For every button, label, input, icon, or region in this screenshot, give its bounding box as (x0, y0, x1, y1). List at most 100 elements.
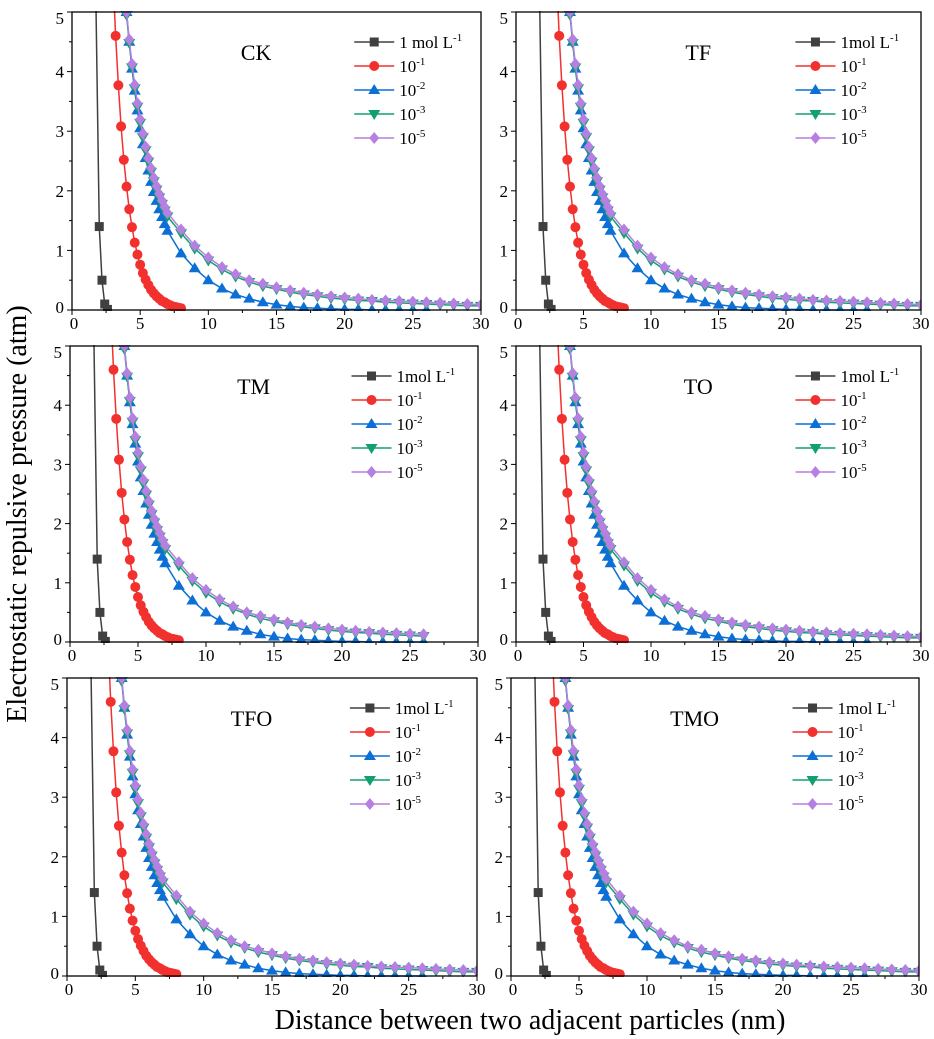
y-tick-label: 0 (56, 298, 65, 317)
data-point (574, 779, 584, 792)
data-point (113, 454, 124, 465)
data-point (444, 963, 455, 976)
plot-frame (71, 11, 482, 311)
data-point (122, 888, 133, 899)
legend-label: 1mol L-1 (840, 366, 899, 386)
data-point (794, 635, 805, 643)
data-point (808, 625, 818, 638)
data-point (133, 793, 144, 806)
data-point (215, 282, 228, 293)
data-point (185, 905, 195, 918)
x-tick-label: 20 (336, 314, 353, 333)
data-point (886, 963, 897, 976)
data-point (138, 818, 149, 831)
data-point (685, 292, 698, 303)
data-point (767, 634, 778, 643)
data-point (575, 581, 586, 592)
data-point (124, 204, 135, 215)
y-tick-label: 3 (54, 455, 63, 474)
data-point (567, 536, 578, 547)
data-point (240, 624, 253, 635)
data-point (173, 556, 184, 569)
data-point (198, 917, 209, 930)
legend-marker (809, 444, 822, 454)
y-tick-label: 3 (500, 455, 509, 474)
data-point (778, 969, 788, 977)
data-point (390, 961, 400, 974)
data-point (668, 954, 681, 965)
series-line (569, 348, 921, 639)
plot-frame (515, 11, 922, 311)
data-point (349, 958, 359, 971)
data-point (351, 635, 361, 643)
data-point (173, 635, 184, 643)
legend-label: 10-1 (840, 390, 866, 410)
data-point (130, 430, 141, 443)
data-point (563, 870, 574, 881)
data-point (574, 925, 584, 936)
series-line (123, 348, 424, 637)
series-line (564, 680, 919, 973)
x-tick-label: 25 (404, 314, 421, 333)
series-line (125, 11, 427, 311)
x-tick-label: 20 (332, 980, 349, 999)
x-tick-label: 0 (514, 314, 523, 333)
data-point (582, 818, 593, 831)
data-point (132, 249, 143, 260)
y-tick-label: 4 (500, 396, 509, 415)
data-point (778, 957, 788, 970)
y-tick-label: 0 (500, 298, 509, 317)
data-point (337, 623, 347, 636)
data-point (659, 261, 670, 274)
data-point (536, 941, 546, 951)
data-point (570, 554, 581, 565)
data-point (753, 302, 765, 311)
data-point (655, 927, 666, 940)
data-point (631, 594, 644, 605)
data-point (216, 261, 227, 274)
legend-marker (367, 371, 377, 381)
data-point (554, 364, 565, 375)
data-point (201, 583, 211, 596)
data-point (583, 473, 594, 486)
data-point (138, 473, 149, 486)
legend-label: 10-3 (838, 770, 865, 790)
data-point (642, 917, 652, 930)
legend-marker (809, 84, 822, 94)
legend-label: 10-2 (397, 414, 423, 434)
data-point (631, 262, 644, 273)
data-point (188, 262, 201, 273)
legend-marker (810, 132, 821, 144)
data-point (902, 298, 913, 311)
y-tick-label: 3 (51, 788, 60, 807)
data-point (335, 969, 345, 977)
x-tick-label: 10 (195, 980, 212, 999)
legend-marker (366, 395, 377, 405)
data-point (710, 947, 720, 960)
legend-label: 10-3 (840, 438, 867, 458)
data-point (284, 300, 297, 311)
data-point (203, 251, 214, 264)
y-tick-label: 1 (54, 574, 63, 593)
data-point (171, 889, 182, 902)
data-point (618, 247, 630, 258)
data-point (543, 299, 553, 309)
data-point (916, 630, 921, 643)
data-point (171, 969, 182, 977)
data-point (238, 958, 251, 969)
series-line (90, 677, 104, 976)
data-point (257, 277, 268, 290)
data-point (686, 606, 697, 619)
data-point (781, 635, 791, 643)
y-tick-label: 0 (495, 964, 504, 983)
data-point (391, 627, 402, 640)
x-tick-label: 10 (643, 646, 660, 665)
legend-marker (809, 418, 822, 428)
data-point (567, 367, 578, 380)
legend-marker (808, 703, 818, 713)
data-point (124, 554, 135, 565)
data-point (739, 633, 752, 643)
data-point (111, 787, 122, 798)
legend-marker (810, 466, 821, 478)
legend-label: 10-1 (397, 390, 423, 410)
